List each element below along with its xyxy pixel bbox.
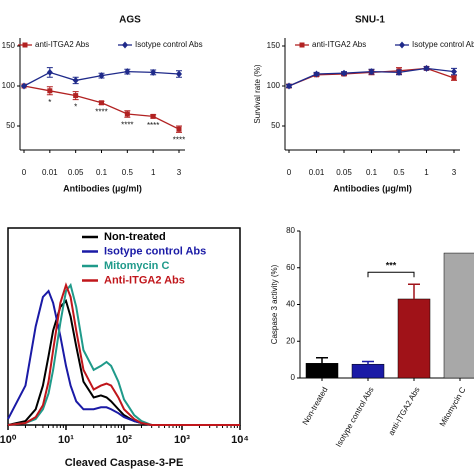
y-tick-label: 60 bbox=[286, 263, 295, 272]
x-axis-label: Antibodies (µg/ml) bbox=[333, 183, 412, 193]
x-tick-label: 0.5 bbox=[122, 168, 134, 177]
legend-marker bbox=[299, 42, 305, 48]
x-tick-label: 0.01 bbox=[309, 168, 325, 177]
marker bbox=[46, 68, 53, 76]
legend-label: Anti-ITGA2 Abs bbox=[104, 274, 185, 286]
x-tick-label: 10³ bbox=[174, 434, 190, 446]
x-tick-label: 3 bbox=[452, 168, 457, 177]
marker bbox=[451, 75, 457, 81]
legend-label: Isotype control Abs bbox=[104, 245, 206, 257]
significance-label: **** bbox=[147, 121, 159, 130]
x-tick-label: 10⁰ bbox=[0, 434, 17, 446]
y-tick-label: 150 bbox=[267, 41, 281, 50]
x-tick-label: 10⁴ bbox=[231, 434, 249, 446]
y-tick-label: 0 bbox=[291, 373, 296, 382]
y-tick-label: 100 bbox=[267, 81, 281, 90]
x-tick-label: 0.1 bbox=[96, 168, 108, 177]
marker bbox=[73, 93, 79, 99]
significance-label: **** bbox=[173, 136, 185, 145]
x-axis-label: Cleaved Caspase-3-PE bbox=[65, 457, 184, 469]
x-tick-label: 1 bbox=[424, 168, 429, 177]
x-tick-label: Non-treated bbox=[301, 386, 330, 427]
error-bar bbox=[362, 360, 374, 365]
marker bbox=[396, 68, 402, 76]
x-axis-label: Antibodies (µg/ml) bbox=[63, 183, 142, 193]
bar bbox=[305, 363, 339, 379]
significance-label: * bbox=[74, 103, 77, 112]
y-tick-label: 50 bbox=[6, 121, 15, 130]
bar bbox=[443, 252, 474, 379]
legend-label: Mitomycin C bbox=[104, 260, 169, 272]
y-tick-label: 150 bbox=[2, 41, 16, 50]
significance-label: **** bbox=[121, 120, 133, 129]
legend-marker bbox=[22, 42, 28, 48]
significance-label: * bbox=[48, 98, 51, 107]
marker bbox=[150, 113, 156, 119]
legend-label: anti-ITGA2 Abs bbox=[35, 40, 89, 49]
marker bbox=[124, 68, 131, 76]
marker bbox=[72, 76, 79, 84]
x-tick-label: 0 bbox=[22, 168, 27, 177]
bracket bbox=[367, 271, 415, 278]
marker bbox=[21, 82, 27, 90]
marker bbox=[341, 69, 347, 77]
x-tick-label: Isotype control Abs bbox=[334, 386, 376, 449]
marker bbox=[98, 72, 105, 80]
marker bbox=[176, 70, 182, 78]
marker bbox=[99, 100, 104, 106]
y-tick-label: 80 bbox=[286, 226, 295, 235]
curve bbox=[7, 282, 240, 426]
curve bbox=[7, 282, 240, 426]
legend-label: Non-treated bbox=[104, 231, 166, 243]
marker bbox=[124, 111, 130, 117]
marker bbox=[47, 88, 53, 94]
plot-frame bbox=[7, 227, 241, 426]
chart-title: SNU-1 bbox=[355, 15, 385, 26]
marker bbox=[451, 68, 457, 76]
legend-marker bbox=[122, 41, 128, 49]
x-tick-label: 0.1 bbox=[366, 168, 378, 177]
legend-label: Isotype control Abs bbox=[135, 40, 203, 49]
error-bar bbox=[408, 283, 420, 299]
bar bbox=[351, 363, 385, 379]
y-axis-label: Survival rate (%) bbox=[253, 64, 262, 123]
marker bbox=[150, 68, 157, 76]
significance-label: **** bbox=[95, 108, 107, 117]
bar bbox=[397, 298, 431, 379]
y-tick-label: 50 bbox=[271, 121, 280, 130]
marker bbox=[313, 70, 320, 78]
legend-label: anti-ITGA2 Abs bbox=[312, 40, 366, 49]
y-tick-label: 100 bbox=[2, 81, 16, 90]
x-tick-label: 10² bbox=[116, 434, 132, 446]
x-tick-label: 10¹ bbox=[58, 434, 74, 446]
y-tick-label: 20 bbox=[286, 336, 295, 345]
x-tick-label: anti-ITGA2 Abs bbox=[387, 386, 422, 437]
legend-marker bbox=[399, 41, 405, 49]
x-tick-label: Mitomycin C bbox=[438, 385, 468, 428]
y-axis-label: Caspase 3 activity (%) bbox=[270, 264, 279, 344]
marker bbox=[286, 82, 292, 90]
x-tick-label: 3 bbox=[177, 168, 182, 177]
x-tick-label: 0.5 bbox=[393, 168, 405, 177]
x-tick-label: 0.05 bbox=[68, 168, 84, 177]
legend-label: Isotype control Abs bbox=[412, 40, 474, 49]
y-tick-label: 40 bbox=[286, 300, 295, 309]
x-tick-label: 1 bbox=[151, 168, 156, 177]
error-bar bbox=[316, 357, 328, 364]
marker bbox=[368, 68, 375, 76]
marker bbox=[423, 64, 430, 72]
x-tick-label: 0.05 bbox=[336, 168, 352, 177]
x-tick-label: 0.01 bbox=[42, 168, 58, 177]
x-tick-label: 0 bbox=[287, 168, 292, 177]
marker bbox=[176, 126, 182, 132]
chart-title: AGS bbox=[119, 15, 141, 26]
annotation: *** bbox=[386, 261, 397, 271]
